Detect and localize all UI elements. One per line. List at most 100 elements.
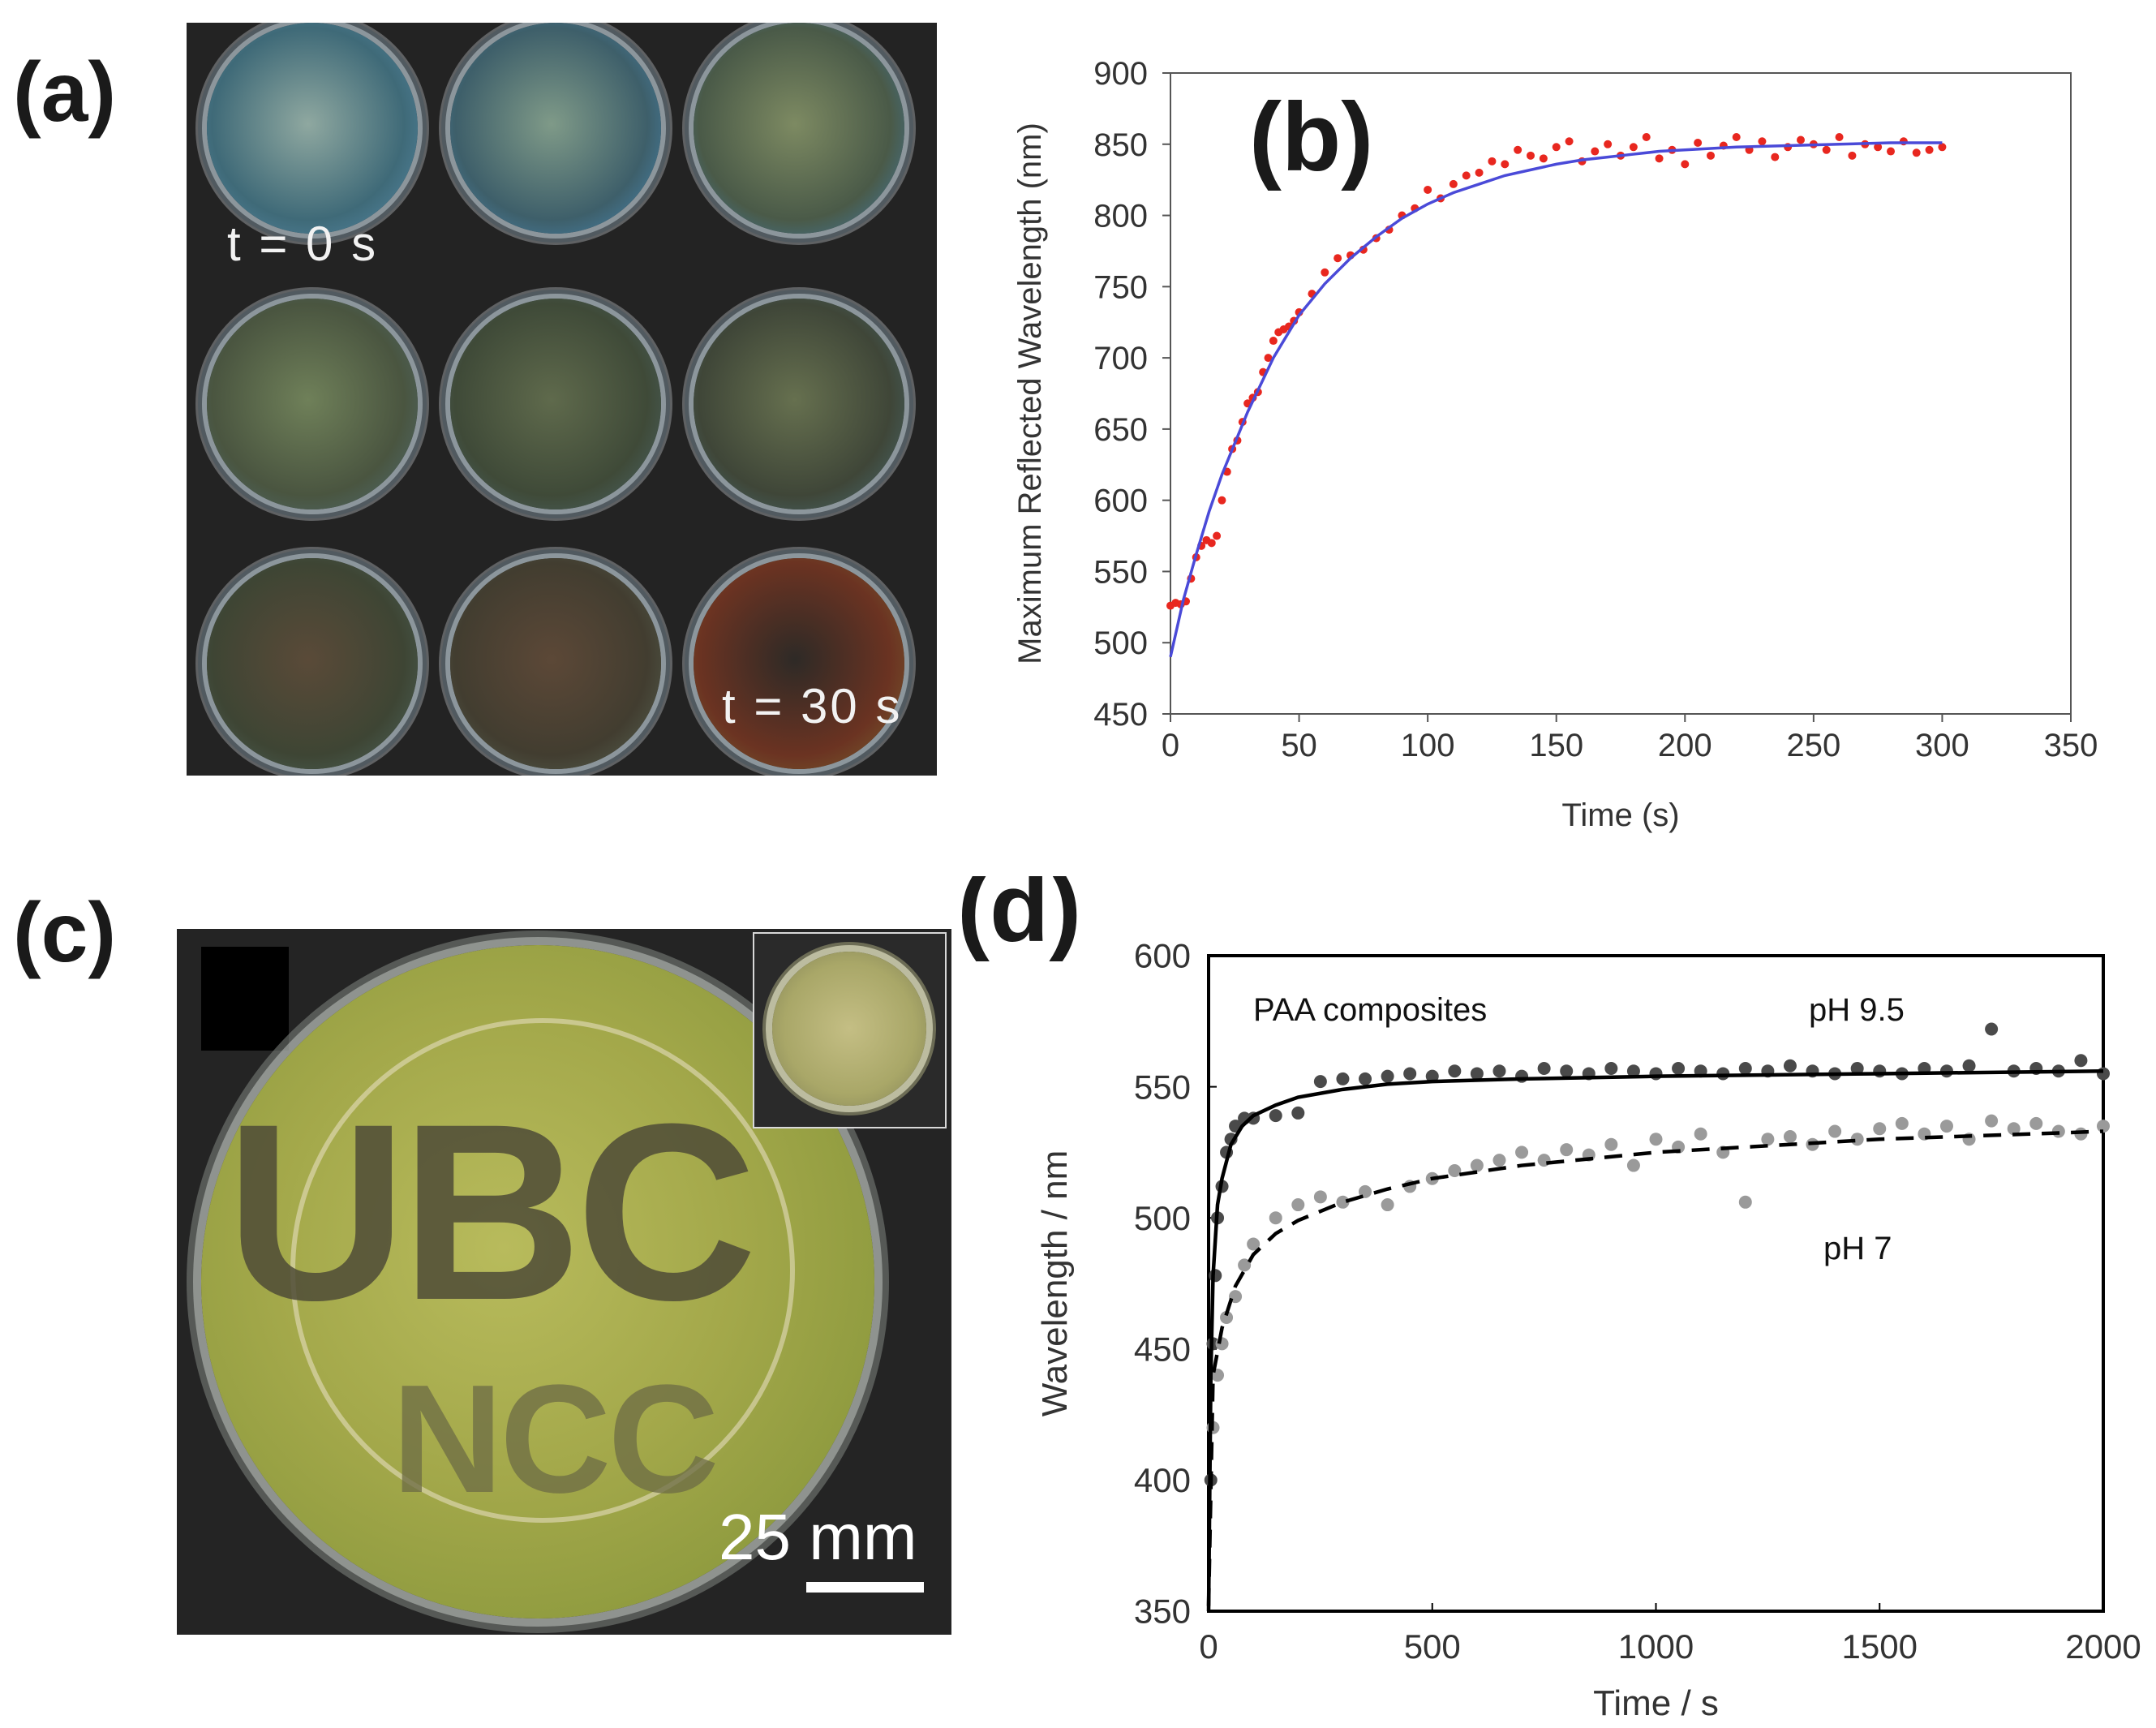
y-tick-label: 600 (1134, 937, 1191, 975)
data-point (1215, 1337, 1229, 1351)
data-point (1470, 1158, 1484, 1172)
data-point (1313, 1190, 1327, 1204)
data-point (1626, 1064, 1640, 1078)
data-point (1537, 1061, 1551, 1075)
data-point (1321, 268, 1329, 277)
plot-frame (1170, 72, 2072, 715)
data-point (1291, 1198, 1305, 1212)
data-point (1895, 1116, 1909, 1130)
data-point (1269, 337, 1278, 346)
y-tick-label: 500 (1093, 625, 1148, 661)
data-point (1449, 179, 1458, 188)
x-tick-label: 200 (1658, 728, 1712, 763)
data-point (1537, 1154, 1551, 1167)
data-point (1560, 1064, 1574, 1078)
data-point (1797, 135, 1805, 144)
y-axis-label: Maximum Reflected Wavelength (nm) (1012, 123, 1048, 664)
data-point (1694, 139, 1703, 148)
data-point (1269, 1109, 1282, 1123)
petri-dish (694, 299, 904, 509)
label-ph-9-5: pH 9.5 (1809, 992, 1905, 1028)
black-square (201, 947, 289, 1051)
fit-curve (1206, 1068, 2104, 1612)
y-axis-label: Wavelength / nm (1035, 1150, 1075, 1417)
x-tick-label: 100 (1401, 728, 1455, 763)
petri-dish (694, 23, 904, 234)
data-point (2097, 1067, 2110, 1081)
data-point (1738, 1195, 1752, 1209)
data-point (1552, 143, 1561, 152)
scale-bar (806, 1582, 924, 1593)
y-tick-label: 450 (1134, 1330, 1191, 1369)
data-point (1873, 1064, 1887, 1078)
x-axis-label: Time / s (1593, 1683, 1719, 1723)
fit-curve (1206, 1129, 2104, 1606)
data-point (1269, 1211, 1282, 1225)
plot-frame (1207, 954, 2105, 1613)
data-point (1448, 1164, 1462, 1178)
data-point (1560, 1143, 1574, 1157)
x-tick-label: 500 (1404, 1627, 1461, 1666)
x-tick-label: 250 (1786, 728, 1840, 763)
inset-dish (753, 932, 947, 1128)
y-tick-label: 650 (1093, 412, 1148, 448)
data-point (1604, 1061, 1618, 1075)
chart-d: 0 500 1000 1500 2000 350 400 450 500 550 600 Time /… (957, 876, 2141, 1723)
y-tick-label: 550 (1134, 1068, 1191, 1106)
data-point (1629, 143, 1638, 152)
data-point (1649, 1133, 1663, 1146)
data-point (1291, 1106, 1305, 1120)
data-point (1707, 151, 1715, 160)
data-point (1492, 1154, 1506, 1167)
data-point (1939, 1120, 1953, 1133)
petri-dish (450, 558, 661, 769)
data-point (2074, 1054, 2088, 1068)
x-tick-label: 50 (1281, 728, 1317, 763)
y-tick-label: 400 (1134, 1461, 1191, 1499)
petri-dish (207, 23, 418, 234)
petri-dish (694, 558, 904, 769)
data-point (1488, 157, 1497, 165)
x-tick-label: 0 (1199, 1627, 1218, 1666)
label-t-30s: t = 30 s (722, 679, 903, 733)
data-point (1218, 496, 1226, 505)
data-point (1912, 148, 1921, 157)
data-point (1604, 1137, 1618, 1151)
y-tick-label: 700 (1093, 341, 1148, 376)
data-point (1761, 1133, 1775, 1146)
y-tick-label: 800 (1093, 199, 1148, 234)
data-point (1539, 154, 1548, 163)
data-point (1527, 151, 1535, 160)
x-tick-label: 1500 (1842, 1627, 1918, 1666)
y-tick-label: 450 (1093, 697, 1148, 733)
y-tick-label: 850 (1093, 127, 1148, 163)
data-point (1501, 160, 1510, 169)
data-point (1238, 1258, 1252, 1272)
data-point (1591, 147, 1600, 156)
panel-a-photo: t = 0 s t = 30 s (187, 23, 937, 776)
x-tick-label: 2000 (2065, 1627, 2141, 1666)
data-point (1565, 137, 1574, 146)
petri-dish (207, 299, 418, 509)
data-point (1649, 1067, 1663, 1081)
data-point (1207, 539, 1216, 548)
data-point (1655, 154, 1664, 163)
data-point (1424, 185, 1432, 194)
data-point (1313, 1075, 1327, 1089)
data-point (1873, 1122, 1887, 1136)
data-point (1771, 153, 1780, 161)
data-point (1425, 1069, 1439, 1083)
data-point (1835, 133, 1844, 141)
data-point (2029, 1116, 2043, 1130)
data-point (1848, 151, 1857, 160)
petri-dish (450, 299, 661, 509)
data-point (1938, 143, 1947, 152)
ubc-text: UBC (225, 1071, 758, 1352)
data-point (1874, 143, 1883, 152)
data-point (1462, 171, 1471, 180)
data-point (1264, 354, 1273, 363)
data-point (1681, 160, 1690, 169)
data-point (1336, 1195, 1350, 1209)
legend-title: PAA composites (1253, 992, 1487, 1028)
x-tick-label: 1000 (1618, 1627, 1694, 1666)
